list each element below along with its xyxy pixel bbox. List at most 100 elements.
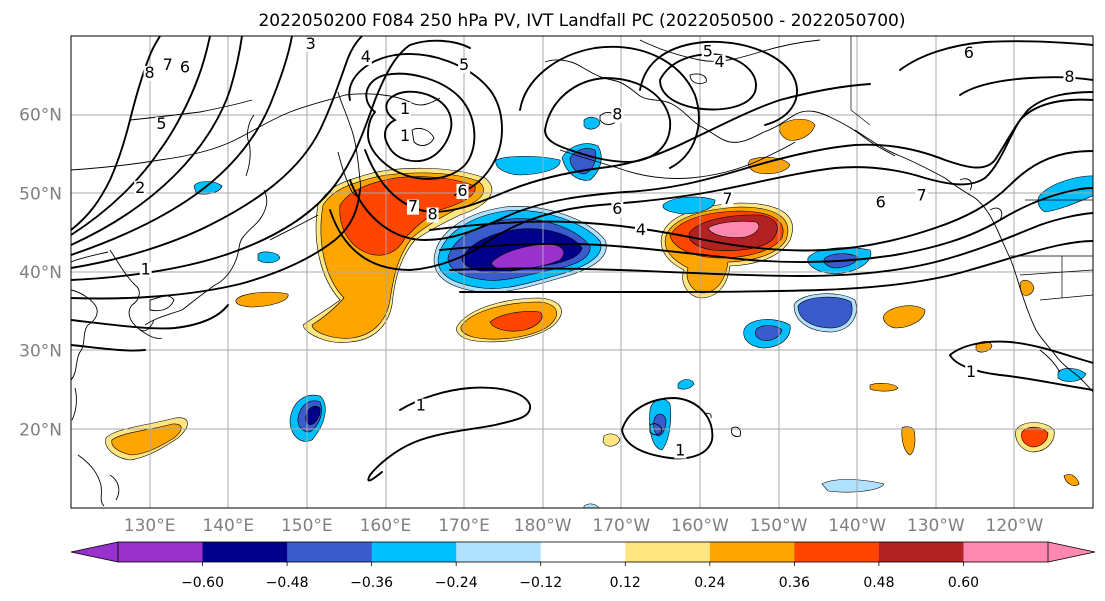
contour-label-bg: [611, 202, 624, 217]
figure-title: 2022050200 F084 250 hPa PV, IVT Landfall…: [258, 11, 905, 31]
contour-label-bg: [399, 128, 412, 144]
contour-label-bg: [634, 223, 647, 239]
lon-tick-label: 170°W: [592, 516, 650, 536]
colorbar-segment: [540, 542, 626, 562]
contour-label-bg: [713, 54, 726, 70]
colorbar-tick-label: −0.24: [435, 575, 478, 591]
lon-tick-label: 160°W: [671, 516, 729, 536]
contour-label: 2: [135, 178, 145, 197]
contour-label: 4: [361, 47, 371, 66]
contour-label: 6: [457, 181, 467, 200]
ivt-negative-region: [495, 155, 561, 176]
contour-label-bg: [406, 199, 419, 215]
contour-label: 8: [612, 105, 622, 124]
colorbar-tick-label: −0.48: [266, 575, 309, 591]
contour-label: 7: [917, 186, 927, 205]
ivt-negative-region: [305, 405, 321, 426]
ivt-negative-region: [677, 379, 695, 390]
contour-label: 8: [1064, 67, 1074, 86]
ivt-negative-region: [754, 325, 783, 341]
lon-tick-label: 130°E: [124, 516, 176, 536]
lon-tick-label: 130°W: [907, 516, 965, 536]
lon-tick-label: 140°W: [828, 516, 886, 536]
colorbar-segment: [709, 542, 795, 562]
ivt-negative-region: [569, 148, 597, 175]
map-frame: [70, 35, 1094, 509]
ivt-negative-region: [1057, 368, 1087, 382]
lon-tick-label: 150°E: [281, 516, 333, 536]
ivt-positive-region: [602, 433, 621, 447]
contour-label-bg: [965, 364, 978, 380]
contour-label: 6: [964, 43, 974, 62]
ivt-negative-region: [662, 196, 716, 215]
ivt-positive-region: [707, 220, 759, 238]
contour-label: 1: [141, 260, 151, 279]
colorbar-segment: [794, 542, 880, 562]
lon-tick-label: 150°W: [750, 516, 808, 536]
lat-axis-labels: 60°N 50°N 40°N 30°N 20°N: [19, 106, 62, 441]
contour-label-bg: [155, 117, 168, 133]
contour-label-bg: [701, 44, 714, 60]
colorbar-tick-label: −0.12: [519, 575, 562, 591]
contour-label: 6: [180, 57, 190, 76]
ivt-positive-region: [869, 383, 899, 392]
colorbar-segment: [118, 542, 204, 562]
contour-label: 3: [306, 34, 316, 53]
ivt-positive-region: [1021, 426, 1049, 448]
contour-label-bg: [1063, 69, 1076, 85]
ivt-negative-region: [797, 296, 853, 329]
colorbar-segment: [287, 542, 373, 562]
ivt-negative-region: [583, 503, 600, 508]
contour-label: 5: [703, 42, 713, 61]
colorbar-segment: [625, 542, 711, 562]
ivt-positive-region: [489, 311, 543, 332]
contour-label: 5: [156, 114, 166, 133]
lat-tick-label: 60°N: [19, 106, 62, 126]
colorbar-tick-label: 0.24: [694, 575, 725, 591]
ivt-negative-region: [1037, 175, 1093, 213]
ivt-positive-region: [235, 291, 289, 308]
contour-label: 1: [400, 126, 410, 145]
boundaries: [850, 36, 1093, 301]
lat-tick-label: 30°N: [19, 342, 62, 362]
contour-label: 1: [675, 441, 685, 460]
colorbar-segment: [963, 542, 1049, 562]
contour-label-bg: [874, 195, 887, 211]
contour-label: 8: [145, 63, 155, 82]
contour-label-bg: [134, 180, 147, 196]
contour-label: 4: [714, 52, 724, 71]
colorbar-tick-label: 0.12: [610, 575, 641, 591]
contour-label-bg: [458, 58, 471, 74]
ivt-positive-region: [901, 426, 916, 456]
ivt-positive-region: [1063, 474, 1080, 486]
ivt-positive-region: [748, 156, 791, 175]
contour-label-bg: [399, 102, 412, 118]
colorbar-segment: [878, 542, 964, 562]
contour-label: 7: [163, 55, 173, 74]
colorbar-segment: [456, 542, 542, 562]
contour-label-bg: [674, 443, 687, 459]
coastlines: [71, 39, 1093, 507]
contour-label: 8: [428, 205, 438, 224]
contour-label: 6: [612, 199, 622, 218]
contour-label-bg: [143, 65, 156, 81]
ivt-positive-region: [1019, 279, 1035, 296]
contour-label-bg: [456, 183, 469, 199]
contour-label-bg: [161, 58, 174, 74]
colorbar: −0.60 −0.48 −0.36 −0.24 −0.12 0.12 0.24 0.36 0.4…: [70, 541, 1096, 591]
contour-label-bg: [139, 262, 152, 278]
lon-tick-label: 140°E: [202, 516, 254, 536]
ivt-positive-region: [778, 119, 816, 141]
ivt-negative-region: [257, 251, 281, 264]
contour-label-bg: [178, 60, 191, 76]
contour-label-bg: [611, 107, 624, 123]
pv-contours: [71, 36, 1093, 482]
colorbar-tick-label: −0.36: [350, 575, 393, 591]
contour-label: 1: [416, 396, 426, 415]
lat-tick-label: 40°N: [19, 263, 62, 283]
lat-tick-label: 20°N: [19, 420, 62, 440]
contour-label: 4: [636, 220, 646, 239]
